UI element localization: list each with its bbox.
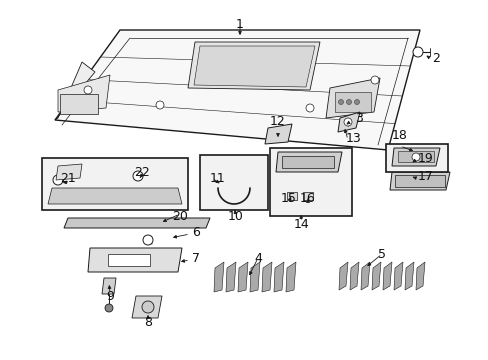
Bar [269, 148, 351, 216]
Text: 4: 4 [254, 252, 262, 265]
Circle shape [346, 99, 351, 104]
Circle shape [133, 171, 142, 181]
Polygon shape [262, 262, 271, 292]
Circle shape [305, 104, 313, 112]
Polygon shape [338, 262, 347, 290]
Text: 1: 1 [236, 18, 244, 31]
Text: 14: 14 [293, 218, 309, 231]
Circle shape [354, 99, 359, 104]
Text: 2: 2 [431, 51, 439, 64]
Text: 21: 21 [60, 171, 76, 184]
Text: 20: 20 [172, 210, 187, 223]
Polygon shape [225, 262, 236, 292]
Text: 11: 11 [209, 171, 225, 184]
Bar [42, 158, 187, 210]
Polygon shape [264, 124, 291, 144]
Polygon shape [349, 262, 358, 290]
Text: 10: 10 [227, 210, 244, 223]
Polygon shape [187, 42, 319, 90]
Polygon shape [382, 262, 391, 290]
Circle shape [343, 118, 351, 126]
Polygon shape [360, 262, 369, 290]
Polygon shape [286, 192, 296, 200]
Text: 8: 8 [143, 316, 152, 329]
Text: 12: 12 [269, 115, 285, 128]
Polygon shape [389, 172, 449, 190]
Polygon shape [55, 30, 419, 150]
Text: 5: 5 [377, 248, 385, 261]
Polygon shape [371, 262, 380, 290]
Bar [334, 92, 370, 112]
Polygon shape [238, 262, 247, 292]
Polygon shape [214, 262, 224, 292]
Circle shape [412, 47, 422, 57]
Polygon shape [56, 164, 82, 180]
Polygon shape [194, 46, 314, 87]
Polygon shape [337, 112, 359, 132]
Polygon shape [88, 248, 182, 272]
Polygon shape [48, 188, 182, 204]
Text: 22: 22 [134, 166, 149, 179]
Text: 3: 3 [354, 112, 362, 125]
Polygon shape [303, 192, 312, 200]
Circle shape [411, 153, 419, 161]
Text: 9: 9 [106, 290, 114, 303]
Polygon shape [55, 62, 95, 120]
Circle shape [338, 99, 343, 104]
Polygon shape [325, 78, 379, 118]
Bar [200, 155, 267, 210]
Polygon shape [404, 262, 413, 290]
Circle shape [142, 301, 154, 313]
Text: 13: 13 [346, 131, 361, 144]
Polygon shape [102, 278, 116, 294]
Circle shape [370, 76, 378, 84]
Polygon shape [58, 75, 110, 112]
Polygon shape [393, 262, 402, 290]
Bar [385, 144, 447, 172]
Circle shape [84, 86, 92, 94]
Polygon shape [273, 262, 284, 292]
Polygon shape [285, 262, 295, 292]
Circle shape [53, 175, 63, 185]
Bar [60, 94, 98, 114]
Polygon shape [249, 262, 260, 292]
Circle shape [142, 235, 153, 245]
Polygon shape [275, 152, 341, 172]
Polygon shape [391, 148, 439, 166]
Polygon shape [132, 296, 162, 318]
Text: 17: 17 [417, 170, 433, 183]
Polygon shape [415, 262, 424, 290]
Text: 16: 16 [300, 192, 315, 204]
Text: 18: 18 [391, 129, 407, 142]
Polygon shape [64, 218, 209, 228]
Text: 7: 7 [192, 252, 200, 265]
Text: 6: 6 [192, 225, 200, 238]
Text: 15: 15 [281, 192, 296, 204]
Bar [108, 254, 150, 266]
Text: 19: 19 [417, 152, 433, 165]
Circle shape [156, 101, 163, 109]
Bar [282, 156, 333, 168]
Bar [394, 175, 444, 187]
Circle shape [105, 304, 113, 312]
Bar [397, 151, 433, 162]
